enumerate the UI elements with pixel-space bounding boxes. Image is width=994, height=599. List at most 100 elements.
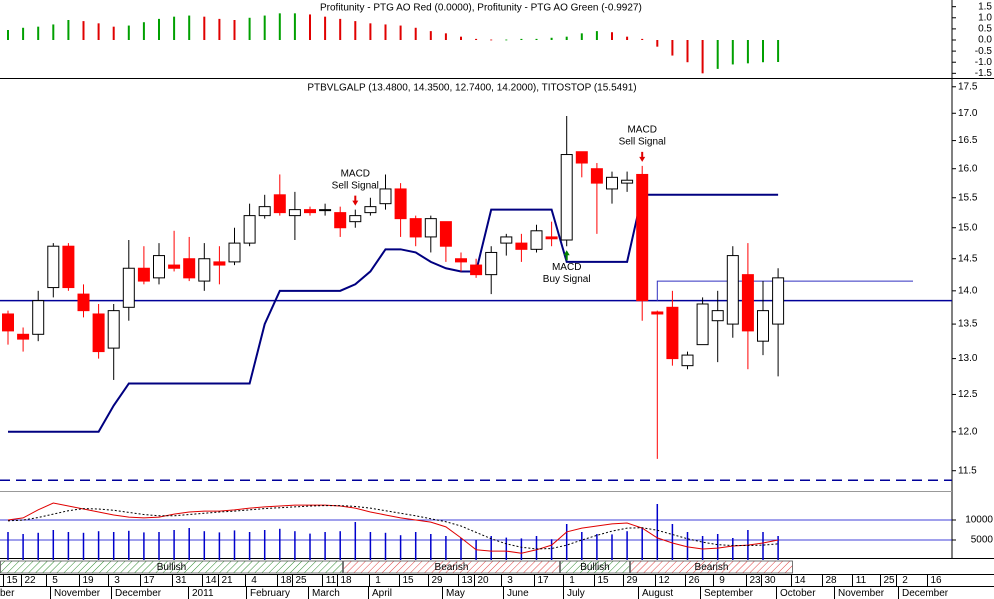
candle-body	[590, 168, 603, 184]
ao-bar	[671, 40, 674, 56]
y-tick-label: 1.0	[978, 12, 992, 23]
candle-body	[153, 255, 165, 279]
candle-body	[409, 218, 422, 238]
candle-body	[621, 179, 634, 184]
candle-body	[32, 300, 45, 335]
y-tick-label: 12.0	[958, 426, 978, 437]
volume-bar	[732, 538, 734, 560]
month-label: November	[838, 588, 885, 599]
candle-body	[455, 258, 467, 263]
regime-label: Bearish	[435, 562, 469, 573]
day-label: 25	[883, 575, 895, 586]
day-label: 11	[856, 575, 867, 586]
volume-bar	[233, 530, 236, 560]
ao-bar	[142, 22, 145, 40]
volume-bar	[369, 532, 372, 560]
candle-body	[515, 242, 528, 250]
candle-body	[107, 310, 120, 349]
volume-bar	[581, 532, 583, 560]
candle-body	[213, 261, 226, 266]
candle-body	[304, 209, 316, 214]
volume-bar	[37, 532, 39, 560]
candle-body	[379, 188, 392, 205]
volume-bar	[445, 536, 447, 560]
ao-bar	[520, 38, 523, 40]
candle-body	[726, 255, 739, 325]
day-label: 29	[431, 575, 443, 586]
day-label: 1	[375, 575, 381, 586]
ao-bar	[505, 39, 508, 41]
volume-bar	[535, 536, 538, 560]
y-tick-label: 11.5	[958, 465, 977, 476]
ao-bar	[535, 38, 538, 40]
volume-bar	[414, 532, 417, 560]
candle-body	[575, 151, 588, 164]
y-tick-label: 13.5	[958, 319, 978, 330]
month-label: December	[115, 588, 162, 599]
ao-bar	[7, 30, 9, 40]
ao-bar	[67, 20, 70, 40]
ao-bar	[399, 25, 402, 40]
price-title: PTBVLGALP (13.4800, 14.3500, 12.7400, 14…	[307, 83, 636, 94]
ao-bar	[248, 17, 251, 40]
candle-body	[439, 221, 452, 247]
signal-arrow	[639, 151, 646, 162]
ao-bar	[429, 31, 432, 40]
y-tick-label: 14.0	[958, 285, 978, 296]
volume-bar	[22, 534, 24, 560]
annotation: Sell Signal	[619, 137, 666, 148]
day-label: 1	[569, 575, 575, 586]
regime-band	[0, 560, 343, 574]
y-tick-label: 0.5	[978, 24, 992, 35]
ao-bar	[580, 33, 583, 40]
month-label: October	[780, 588, 816, 599]
volume-bar	[716, 534, 719, 560]
candle-body	[681, 354, 694, 367]
candle-body	[696, 303, 709, 346]
ao-bar	[52, 24, 55, 40]
day-label: 17	[537, 575, 549, 586]
month-label: November	[54, 588, 101, 599]
volume-bar	[490, 536, 492, 560]
ao-bar	[218, 18, 221, 40]
candle-body	[2, 313, 14, 332]
day-label: 18	[340, 575, 352, 586]
volume-bar	[7, 532, 9, 560]
annotation: MACD	[552, 262, 581, 273]
ao-bar	[339, 18, 342, 40]
month-label: June	[507, 588, 529, 599]
day-label: 3	[507, 575, 513, 586]
volume-bar	[203, 531, 206, 560]
candle-body	[243, 215, 256, 244]
ao-bar	[414, 27, 417, 40]
volume-bar	[550, 539, 553, 560]
ao-bar	[354, 21, 357, 40]
volume-bar	[158, 532, 160, 560]
ao-bar	[490, 39, 493, 41]
ao-bar	[762, 40, 764, 63]
candle-body	[349, 215, 362, 223]
volume-bar	[641, 528, 643, 560]
day-label: 29	[626, 575, 638, 586]
ao-bar	[384, 24, 387, 40]
ao-bar	[369, 23, 372, 40]
volume-bar	[505, 537, 508, 560]
month-label: July	[567, 588, 585, 599]
candle-body	[258, 206, 271, 217]
regime-band	[560, 560, 630, 574]
y-tick-label: 15.0	[958, 222, 978, 233]
candle-body	[364, 206, 377, 214]
level-line	[656, 280, 913, 302]
ao-bar	[656, 40, 659, 47]
ao-bar	[293, 13, 296, 41]
day-label: 17	[143, 575, 155, 586]
y-tick-label: 13.0	[958, 353, 978, 364]
volume-bar	[97, 531, 100, 560]
day-label: 21	[221, 575, 233, 586]
volume-bar	[263, 530, 266, 560]
day-label: 25	[295, 575, 307, 586]
candle-body	[137, 267, 150, 282]
volume-bar	[762, 532, 764, 560]
day-label: 11	[326, 575, 337, 586]
